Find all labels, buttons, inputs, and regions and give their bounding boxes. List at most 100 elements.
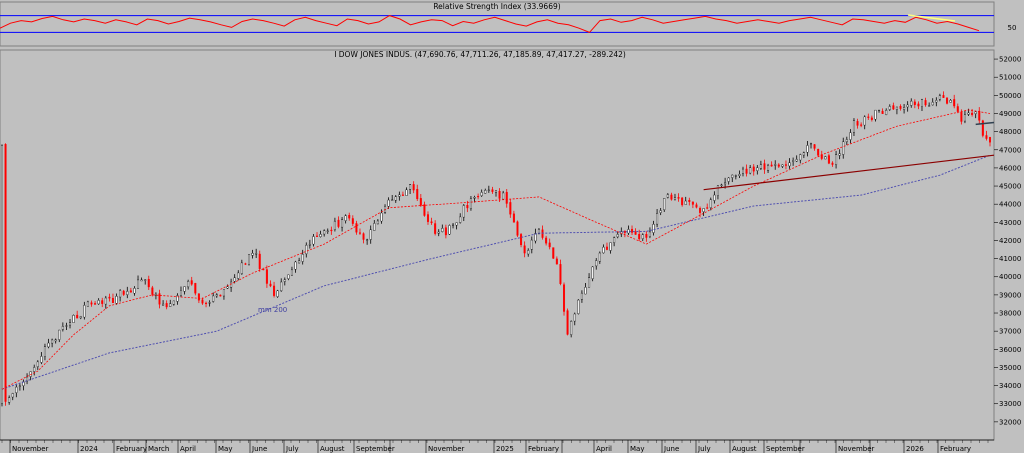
candle-body bbox=[831, 162, 834, 165]
candle-body bbox=[745, 168, 748, 174]
candle-body bbox=[380, 212, 383, 222]
candle-body bbox=[527, 250, 530, 255]
x-tick-label: September bbox=[356, 445, 395, 453]
candle-body bbox=[215, 294, 218, 297]
candle-body bbox=[953, 99, 956, 107]
candle-body bbox=[903, 107, 906, 110]
upper-trendline bbox=[975, 121, 995, 126]
candle-body bbox=[924, 100, 927, 106]
candle-body bbox=[863, 116, 866, 126]
candle-body bbox=[90, 302, 93, 305]
candle-body bbox=[512, 213, 515, 223]
price-panel-frame bbox=[0, 49, 995, 441]
candle-body bbox=[51, 339, 54, 344]
candle-body bbox=[115, 296, 118, 304]
candle-body bbox=[727, 177, 730, 182]
candle-body bbox=[573, 313, 576, 322]
candle-body bbox=[920, 99, 923, 107]
candle-body bbox=[555, 258, 558, 265]
rsi-series-line bbox=[0, 15, 980, 33]
candle-body bbox=[580, 292, 583, 300]
candle-body bbox=[401, 194, 404, 196]
candle-body bbox=[577, 299, 580, 314]
candle-body bbox=[981, 120, 984, 136]
candle-body bbox=[233, 277, 236, 282]
candle-body bbox=[18, 385, 21, 387]
candle-body bbox=[480, 192, 483, 196]
candle-body bbox=[795, 159, 798, 162]
candle-body bbox=[856, 121, 859, 126]
candle-body bbox=[709, 199, 712, 208]
candle-body bbox=[938, 95, 941, 100]
candle-body bbox=[276, 290, 279, 297]
candle-body bbox=[162, 303, 165, 306]
candle-body bbox=[487, 189, 490, 191]
y-tick-label: 45000 bbox=[999, 183, 1021, 191]
candle-body bbox=[412, 184, 415, 191]
candle-body bbox=[634, 231, 637, 235]
candle-body bbox=[244, 263, 247, 265]
candle-body bbox=[448, 225, 451, 235]
price-title: I DOW JONES INDUS. (47,690.76, 47,711.26… bbox=[334, 50, 626, 59]
candle-body bbox=[97, 300, 100, 305]
candle-body bbox=[473, 197, 476, 199]
candle-body bbox=[878, 109, 881, 112]
candles bbox=[1, 91, 992, 407]
candle-body bbox=[208, 302, 211, 304]
candle-body bbox=[273, 285, 276, 296]
candle-body bbox=[799, 154, 802, 161]
candle-body bbox=[316, 235, 319, 237]
candle-body bbox=[788, 162, 791, 167]
x-tick-label: February bbox=[940, 445, 971, 453]
candle-body bbox=[405, 189, 408, 196]
candle-body bbox=[881, 110, 884, 114]
candle-body bbox=[119, 290, 122, 298]
candle-body bbox=[598, 252, 601, 262]
x-tick-label: September bbox=[766, 445, 805, 453]
candle-body bbox=[444, 227, 447, 236]
x-tick-label: April bbox=[596, 445, 612, 453]
candle-body bbox=[631, 228, 634, 233]
y-tick-label: 34000 bbox=[999, 382, 1021, 390]
y-tick-label: 51000 bbox=[999, 74, 1021, 82]
candle-body bbox=[484, 190, 487, 194]
x-tick-label: June bbox=[663, 445, 679, 453]
candle-body bbox=[867, 116, 870, 118]
rsi-panel: Relative Strength Index (33.9669) 50 bbox=[0, 1, 1016, 47]
candle-body bbox=[523, 245, 526, 254]
y-tick-label: 42000 bbox=[999, 237, 1021, 245]
candle-body bbox=[61, 326, 64, 330]
candle-body bbox=[659, 210, 662, 213]
y-tick-label: 40000 bbox=[999, 273, 1021, 281]
candle-body bbox=[978, 110, 981, 121]
candle-body bbox=[835, 154, 838, 165]
y-tick-label: 52000 bbox=[999, 56, 1021, 64]
candle-body bbox=[358, 232, 361, 234]
candle-body bbox=[226, 286, 229, 289]
candle-body bbox=[792, 159, 795, 163]
candle-body bbox=[287, 274, 290, 279]
y-tick-label: 37000 bbox=[999, 328, 1021, 336]
candle-body bbox=[827, 155, 830, 164]
candle-body bbox=[305, 244, 308, 255]
candle-body bbox=[258, 253, 261, 269]
candle-body bbox=[362, 233, 365, 240]
candle-body bbox=[455, 222, 458, 226]
candle-body bbox=[559, 264, 562, 284]
candle-body bbox=[294, 261, 297, 270]
candle-body bbox=[838, 153, 841, 156]
candle-body bbox=[677, 197, 680, 199]
x-tick-label: May bbox=[630, 445, 644, 453]
candle-body bbox=[1, 145, 4, 405]
candle-body bbox=[960, 111, 963, 122]
candle-body bbox=[15, 386, 18, 393]
candle-body bbox=[459, 216, 462, 223]
candle-body bbox=[623, 230, 626, 233]
candle-body bbox=[312, 236, 315, 245]
candle-body bbox=[602, 246, 605, 254]
candle-body bbox=[777, 164, 780, 167]
y-tick-label: 39000 bbox=[999, 291, 1021, 299]
candle-body bbox=[817, 149, 820, 156]
x-tick-label: November bbox=[12, 445, 49, 453]
